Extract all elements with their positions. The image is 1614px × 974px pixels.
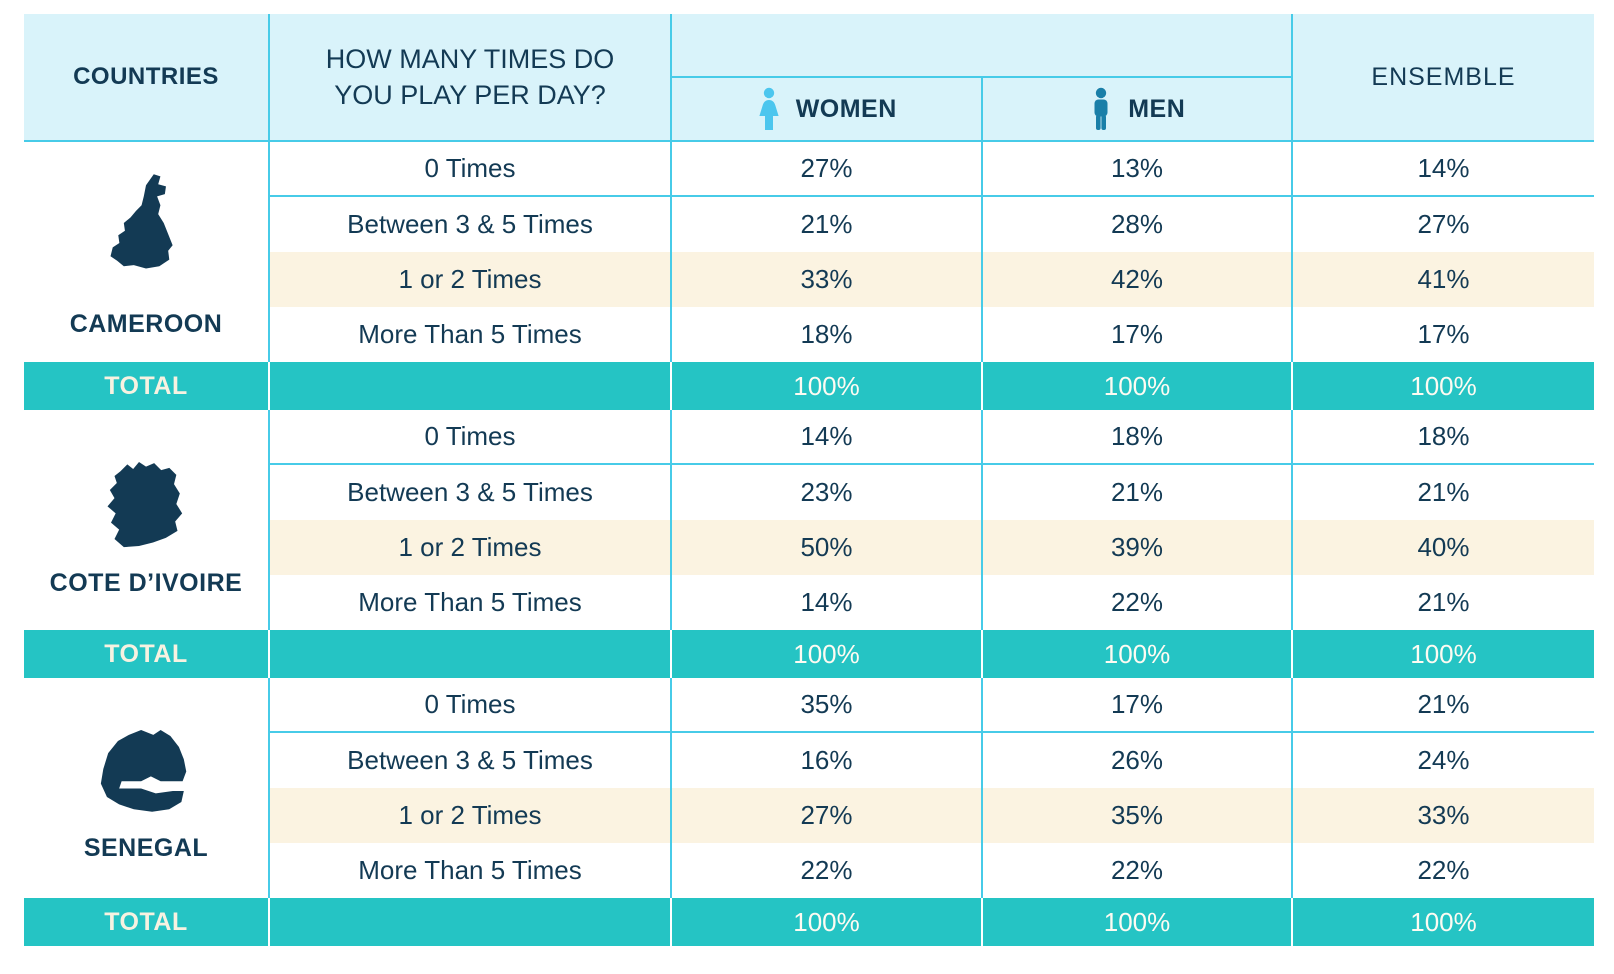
women-value: 35% bbox=[672, 678, 983, 733]
total-ensemble-value: 100% bbox=[1293, 362, 1594, 410]
total-ensemble-value: 100% bbox=[1293, 898, 1594, 946]
men-value: 17% bbox=[983, 307, 1293, 362]
total-ensemble-value: 100% bbox=[1293, 630, 1594, 678]
men-value: 22% bbox=[983, 575, 1293, 630]
row-label: 0 Times bbox=[270, 142, 672, 197]
row-label: More Than 5 Times bbox=[270, 575, 672, 630]
ensemble-value: 33% bbox=[1293, 788, 1594, 843]
women-value: 16% bbox=[672, 733, 983, 788]
row-label: 0 Times bbox=[270, 410, 672, 465]
man-icon bbox=[1094, 87, 1108, 130]
woman-icon bbox=[759, 87, 779, 130]
total-spacer bbox=[270, 362, 672, 410]
men-value: 22% bbox=[983, 843, 1293, 898]
ensemble-value: 21% bbox=[1293, 465, 1594, 520]
men-value: 42% bbox=[983, 252, 1293, 307]
men-column-label: MEN bbox=[1128, 94, 1186, 123]
men-value: 28% bbox=[983, 197, 1293, 252]
gender-group-header-spacer bbox=[672, 14, 1291, 78]
row-label: Between 3 & 5 Times bbox=[270, 733, 672, 788]
men-value: 35% bbox=[983, 788, 1293, 843]
senegal-map-icon bbox=[100, 729, 187, 812]
women-value: 23% bbox=[672, 465, 983, 520]
ensemble-value: 22% bbox=[1293, 843, 1594, 898]
men-value: 17% bbox=[983, 678, 1293, 733]
country-label: SENEGAL bbox=[83, 833, 209, 862]
women-column-header: WOMEN bbox=[672, 78, 983, 140]
ensemble-value: 24% bbox=[1293, 733, 1594, 788]
total-men-value: 100% bbox=[983, 362, 1293, 410]
total-label: TOTAL bbox=[24, 362, 270, 410]
country-cell-cameroon: CAMEROON bbox=[24, 142, 270, 362]
country-cell-senegal: SENEGAL bbox=[24, 678, 270, 898]
ensemble-header: ENSEMBLE bbox=[1293, 14, 1594, 142]
country-cell-cote-divoire: COTE D’IVOIRE bbox=[24, 410, 270, 630]
total-women-value: 100% bbox=[672, 898, 983, 946]
row-label: 1 or 2 Times bbox=[270, 520, 672, 575]
total-spacer bbox=[270, 630, 672, 678]
men-value: 18% bbox=[983, 410, 1293, 465]
countries-header: COUNTRIES bbox=[24, 14, 270, 142]
women-value: 22% bbox=[672, 843, 983, 898]
ensemble-value: 27% bbox=[1293, 197, 1594, 252]
row-label: More Than 5 Times bbox=[270, 843, 672, 898]
total-label: TOTAL bbox=[24, 630, 270, 678]
row-label: Between 3 & 5 Times bbox=[270, 197, 672, 252]
women-value: 14% bbox=[672, 575, 983, 630]
ensemble-value: 40% bbox=[1293, 520, 1594, 575]
men-value: 26% bbox=[983, 733, 1293, 788]
country-label: COTE D’IVOIRE bbox=[49, 569, 243, 597]
row-label: Between 3 & 5 Times bbox=[270, 465, 672, 520]
women-value: 14% bbox=[672, 410, 983, 465]
ensemble-value: 41% bbox=[1293, 252, 1594, 307]
ensemble-value: 21% bbox=[1293, 575, 1594, 630]
total-women-value: 100% bbox=[672, 362, 983, 410]
country-label: CAMEROON bbox=[69, 309, 223, 338]
ensemble-value: 18% bbox=[1293, 410, 1594, 465]
women-value: 50% bbox=[672, 520, 983, 575]
women-value: 21% bbox=[672, 197, 983, 252]
women-column-label: WOMEN bbox=[795, 94, 897, 123]
survey-table: COUNTRIES HOW MANY TIMES DO YOU PLAY PER… bbox=[24, 14, 1594, 946]
men-value: 13% bbox=[983, 142, 1293, 197]
total-men-value: 100% bbox=[983, 898, 1293, 946]
row-label: 0 Times bbox=[270, 678, 672, 733]
women-value: 18% bbox=[672, 307, 983, 362]
gender-group-header: WOMEN MEN bbox=[672, 14, 1293, 142]
row-label: 1 or 2 Times bbox=[270, 788, 672, 843]
row-label: 1 or 2 Times bbox=[270, 252, 672, 307]
question-header: HOW MANY TIMES DO YOU PLAY PER DAY? bbox=[270, 14, 672, 142]
total-women-value: 100% bbox=[672, 630, 983, 678]
cameroon-map-icon bbox=[110, 173, 173, 268]
ensemble-value: 17% bbox=[1293, 307, 1594, 362]
row-label: More Than 5 Times bbox=[270, 307, 672, 362]
men-value: 39% bbox=[983, 520, 1293, 575]
cote-divoire-map-icon bbox=[107, 462, 183, 548]
men-column-header: MEN bbox=[983, 78, 1292, 140]
total-men-value: 100% bbox=[983, 630, 1293, 678]
men-value: 21% bbox=[983, 465, 1293, 520]
ensemble-value: 14% bbox=[1293, 142, 1594, 197]
women-value: 27% bbox=[672, 142, 983, 197]
women-value: 27% bbox=[672, 788, 983, 843]
ensemble-value: 21% bbox=[1293, 678, 1594, 733]
women-value: 33% bbox=[672, 252, 983, 307]
total-spacer bbox=[270, 898, 672, 946]
total-label: TOTAL bbox=[24, 898, 270, 946]
